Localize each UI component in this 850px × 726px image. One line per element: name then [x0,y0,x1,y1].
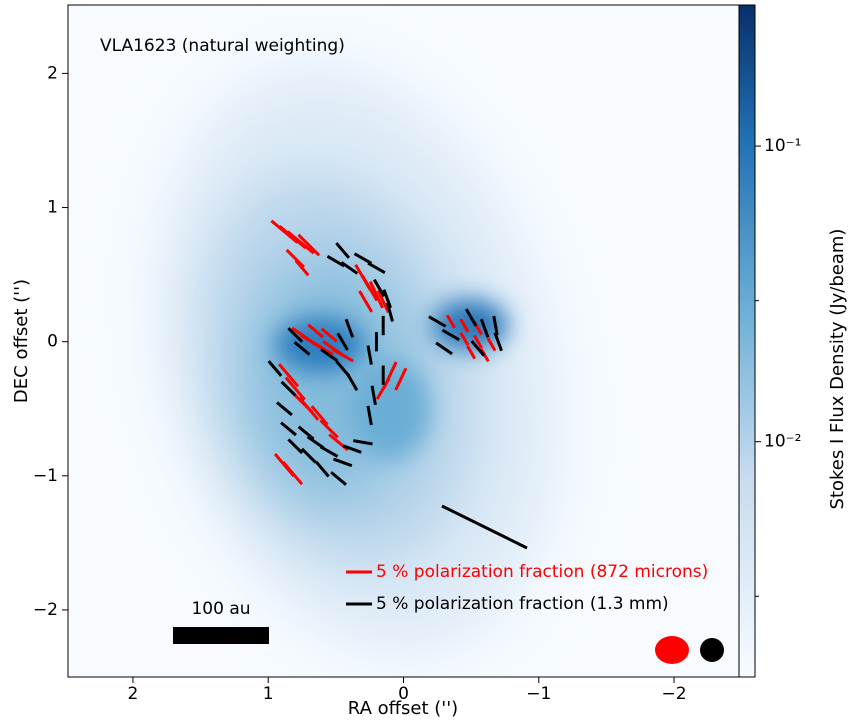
y-axis-label: DEC offset ('') [11,279,32,403]
polarization-vector [286,230,315,255]
polarization-vector [297,233,321,257]
polarization-vector [277,363,300,388]
polarization-vector [368,280,384,309]
polarization-vector [459,318,470,333]
polarization-vector [470,340,486,357]
y-tick-label: −1 [33,466,58,486]
x-axis-label: RA offset ('') [348,698,458,719]
x-tick-label: −1 [526,684,551,704]
polarization-vector [366,345,373,365]
x-tick-label: −2 [662,684,687,704]
polarization-vector [358,290,374,313]
x-tick-label: 2 [128,684,139,704]
polarization-vector [280,421,297,437]
polarization-vector [294,259,310,277]
y-tick-label: −2 [33,600,58,620]
colorbar-tick-label: 10⁻² [764,432,801,452]
y-tick-label: 2 [47,63,58,83]
polarization-vector [287,327,304,343]
polarization-vector [298,396,320,421]
polarization-vector [319,419,339,439]
polarization-vector [300,447,317,464]
polarization-vector [445,314,456,329]
polarization-vector [297,425,315,441]
legend: 5 % polarization fraction (872 microns) 5… [346,562,708,614]
polarization-vector [282,461,304,486]
scale-bar [173,627,269,644]
polarization-vector [376,289,390,314]
polarization-vector [441,328,461,342]
polarization-vector [479,318,490,338]
polarization-vector [345,372,359,392]
colorbar-tick-label: 10⁻¹ [764,136,801,156]
polarization-vector [366,405,373,426]
legend-label: 5 % polarization fraction (872 microns) [376,562,708,582]
polarization-vector [428,315,447,328]
polarization-vector [394,367,408,391]
polarization-vector [311,341,334,356]
polarization-vector [307,323,324,339]
polarization-vector [386,302,394,322]
polarization-vector [344,318,355,338]
polarization-vector [459,331,470,347]
outflow-line [441,504,528,550]
colorbar-label: Stokes I Flux Density (Jy/beam) [827,229,848,510]
polarization-vector [486,337,497,352]
polarization-vector [335,360,351,377]
y-tick-label: 0 [47,332,58,352]
polarization-vector [284,376,306,401]
polarization-vector [342,444,362,454]
polarization-vector [287,438,304,455]
polarization-vector [435,341,453,356]
y-tick-label: 1 [47,198,58,218]
polarization-vector [314,460,330,478]
polarization-vector [464,308,478,327]
polarization-vector [306,435,325,450]
polarization-vector [335,242,351,259]
polarization-vector [310,405,329,426]
beam-1mm [700,638,724,662]
polarization-vector [293,341,311,356]
scale-bar-label: 100 au [191,599,250,619]
vectors [267,219,503,486]
polarization-vector [285,248,305,269]
polarization-vector [320,348,338,362]
polarization-vector [276,401,293,417]
polarization-vector [353,252,373,265]
polarization-vector [353,439,373,446]
polarization-vector [330,471,347,486]
polarization-vector [326,255,346,268]
polarization-vector [331,347,354,363]
polarization-vector [280,380,297,397]
polarization-vector [372,278,386,298]
colorbar [738,4,756,678]
polarization-vector [375,377,391,400]
polarization-vector [493,332,503,352]
x-tick-label: 1 [263,684,274,704]
intensity-map [68,5,739,677]
polarization-vector [336,332,349,351]
polarization-vector [361,274,379,302]
polarization-vector [320,327,338,343]
polarization-vector [472,334,483,349]
polarization-vector [267,360,283,377]
beam-872 [655,636,689,664]
polarization-vector [370,385,377,406]
polarization-vector [332,457,353,468]
polarization-vector [340,261,359,275]
annotation: VLA1623 (natural weighting) [100,36,345,56]
legend-label: 5 % polarization fraction (1.3 mm) [376,594,669,614]
polarization-vector [492,315,499,336]
x-tick-label: 0 [398,684,409,704]
polarization-vector [367,261,386,275]
polarization-vector [319,445,339,458]
polarization-vector [466,345,477,360]
